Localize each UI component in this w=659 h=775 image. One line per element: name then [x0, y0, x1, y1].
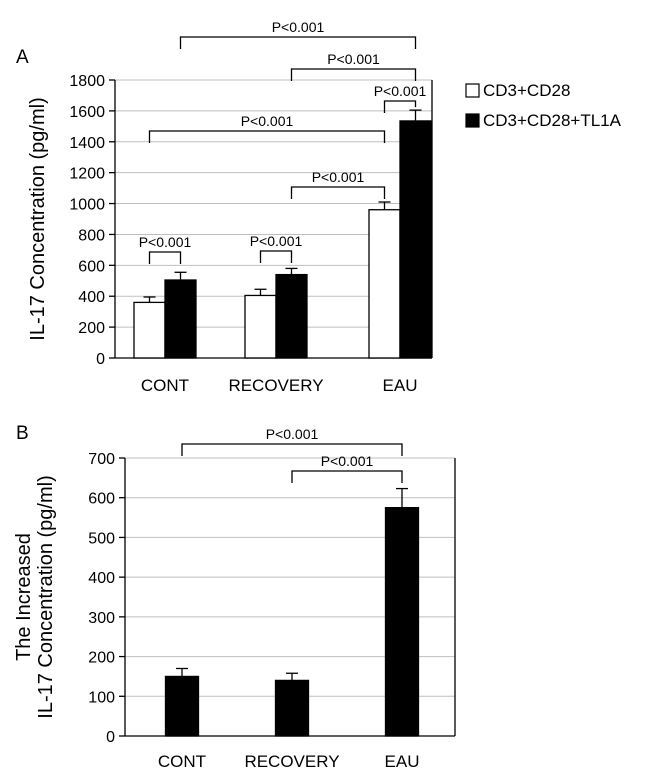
bar-increase [274, 679, 310, 737]
y-axis-label: IL-17 Concentration (pg/ml) [27, 97, 49, 340]
y-tick-label: 400 [78, 289, 105, 306]
p-value-label: P<0.001 [374, 83, 427, 99]
y-tick-label: 0 [106, 729, 115, 746]
significance-bracket [290, 186, 386, 199]
p-value-label: P<0.001 [250, 233, 303, 249]
p-value-label: P<0.001 [327, 51, 380, 67]
bar-cd3-cd28-tl1a [164, 279, 197, 359]
significance-bracket [148, 251, 182, 264]
bar-cd3-cd28-tl1a [275, 273, 308, 359]
significance-bracket [179, 36, 417, 49]
bar-cd3-cd28 [244, 294, 277, 359]
y-tick-label: 400 [88, 570, 115, 587]
p-value-label: P<0.001 [321, 453, 374, 469]
legend-swatch [465, 113, 480, 128]
x-category-label: CONT [141, 376, 189, 395]
y-tick-label: 300 [88, 610, 115, 627]
x-category-label: RECOVERY [228, 376, 323, 395]
significance-bracket [291, 470, 403, 483]
x-category-label: CONT [158, 752, 206, 771]
panel-label-a: A [16, 47, 29, 68]
legend-swatch [465, 83, 480, 98]
bar-cd3-cd28-tl1a [399, 120, 432, 359]
panel-label-b: B [16, 423, 29, 444]
y-axis-label: The IncreasedIL-17 Concentration (pg/ml) [13, 475, 57, 718]
y-tick-label: 1400 [69, 135, 105, 152]
x-category-label: EAU [383, 376, 418, 395]
p-value-label: P<0.001 [241, 113, 294, 129]
panel-a: A 0 200 400 600 800 1000 1200 1400 1600 1800 IL-17 … [16, 19, 622, 395]
y-tick-label: 800 [78, 227, 105, 244]
y-tick-label: 0 [96, 351, 105, 368]
significance-bracket [383, 100, 417, 113]
y-tick-label: 1800 [69, 73, 105, 90]
y-tick-label: 500 [88, 530, 115, 547]
y-tick-label: 100 [88, 689, 115, 706]
y-axis-label-line: The Increased [13, 533, 35, 661]
y-tick-label: 1600 [69, 104, 105, 121]
significance-bracket [290, 68, 417, 81]
y-tick-label: 1200 [69, 166, 105, 183]
y-tick-label: 200 [88, 650, 115, 667]
y-tick-label: 700 [88, 451, 115, 468]
panel-b: B 0 100 200 300 400 500 600 700 The IncreasedIL-1… [13, 423, 456, 771]
significance-bracket [259, 250, 293, 263]
p-value-label: P<0.001 [139, 234, 192, 250]
bar-cd3-cd28 [133, 301, 166, 359]
p-value-label: P<0.001 [272, 19, 325, 35]
legend: CD3+CD28 CD3+CD28+TL1A [465, 81, 622, 130]
y-tick-label: 600 [88, 491, 115, 508]
y-tick-label: 600 [78, 258, 105, 275]
y-axis-label-line: IL-17 Concentration (pg/ml) [35, 475, 57, 718]
y-tick-label: 1000 [69, 197, 105, 214]
legend-label: CD3+CD28 [483, 81, 570, 100]
x-category-label: RECOVERY [244, 752, 339, 771]
bar-cd3-cd28 [368, 209, 401, 359]
legend-label: CD3+CD28+TL1A [483, 111, 622, 130]
significance-bracket [148, 130, 386, 143]
x-category-label: EAU [385, 752, 420, 771]
bar-increase [164, 675, 200, 737]
p-value-label: P<0.001 [266, 426, 319, 442]
p-value-label: P<0.001 [312, 169, 365, 185]
y-tick-label: 200 [78, 320, 105, 337]
bar-increase [384, 506, 420, 737]
significance-bracket [181, 443, 403, 456]
